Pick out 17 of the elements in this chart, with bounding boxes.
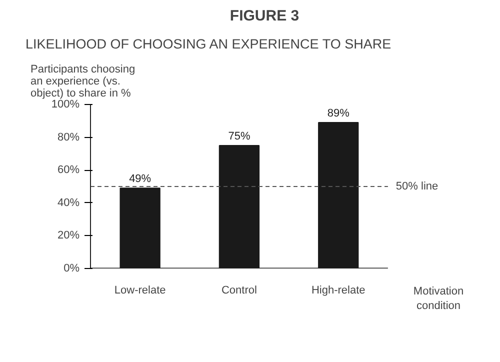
chart-subtitle: LIKELIHOOD OF CHOOSING AN EXPERIENCE TO SHARE: [26, 36, 392, 52]
data-label: 89%: [327, 108, 350, 120]
chart-title: FIGURE 3: [230, 8, 300, 24]
x-tick-label: High-relate: [311, 284, 366, 296]
data-label: 49%: [129, 173, 152, 186]
y-tick-label: 0%: [64, 262, 80, 274]
y-tick-label: 100%: [51, 98, 80, 110]
y-tick-label: 20%: [57, 230, 80, 242]
x-tick-label: Low-relate: [114, 284, 166, 296]
data-label: 75%: [228, 130, 250, 142]
y-tick-label: 60%: [57, 164, 80, 176]
y-axis-title: Participants choosing an experience (vs. object) to share in %: [30, 64, 136, 100]
y-tick-label: 80%: [57, 131, 80, 144]
x-tick-label: Control: [221, 284, 257, 296]
x-axis-title: Motivation condition: [413, 286, 464, 312]
ref-line-label: 50% line: [396, 180, 438, 192]
y-tick-label: 40%: [57, 196, 80, 209]
